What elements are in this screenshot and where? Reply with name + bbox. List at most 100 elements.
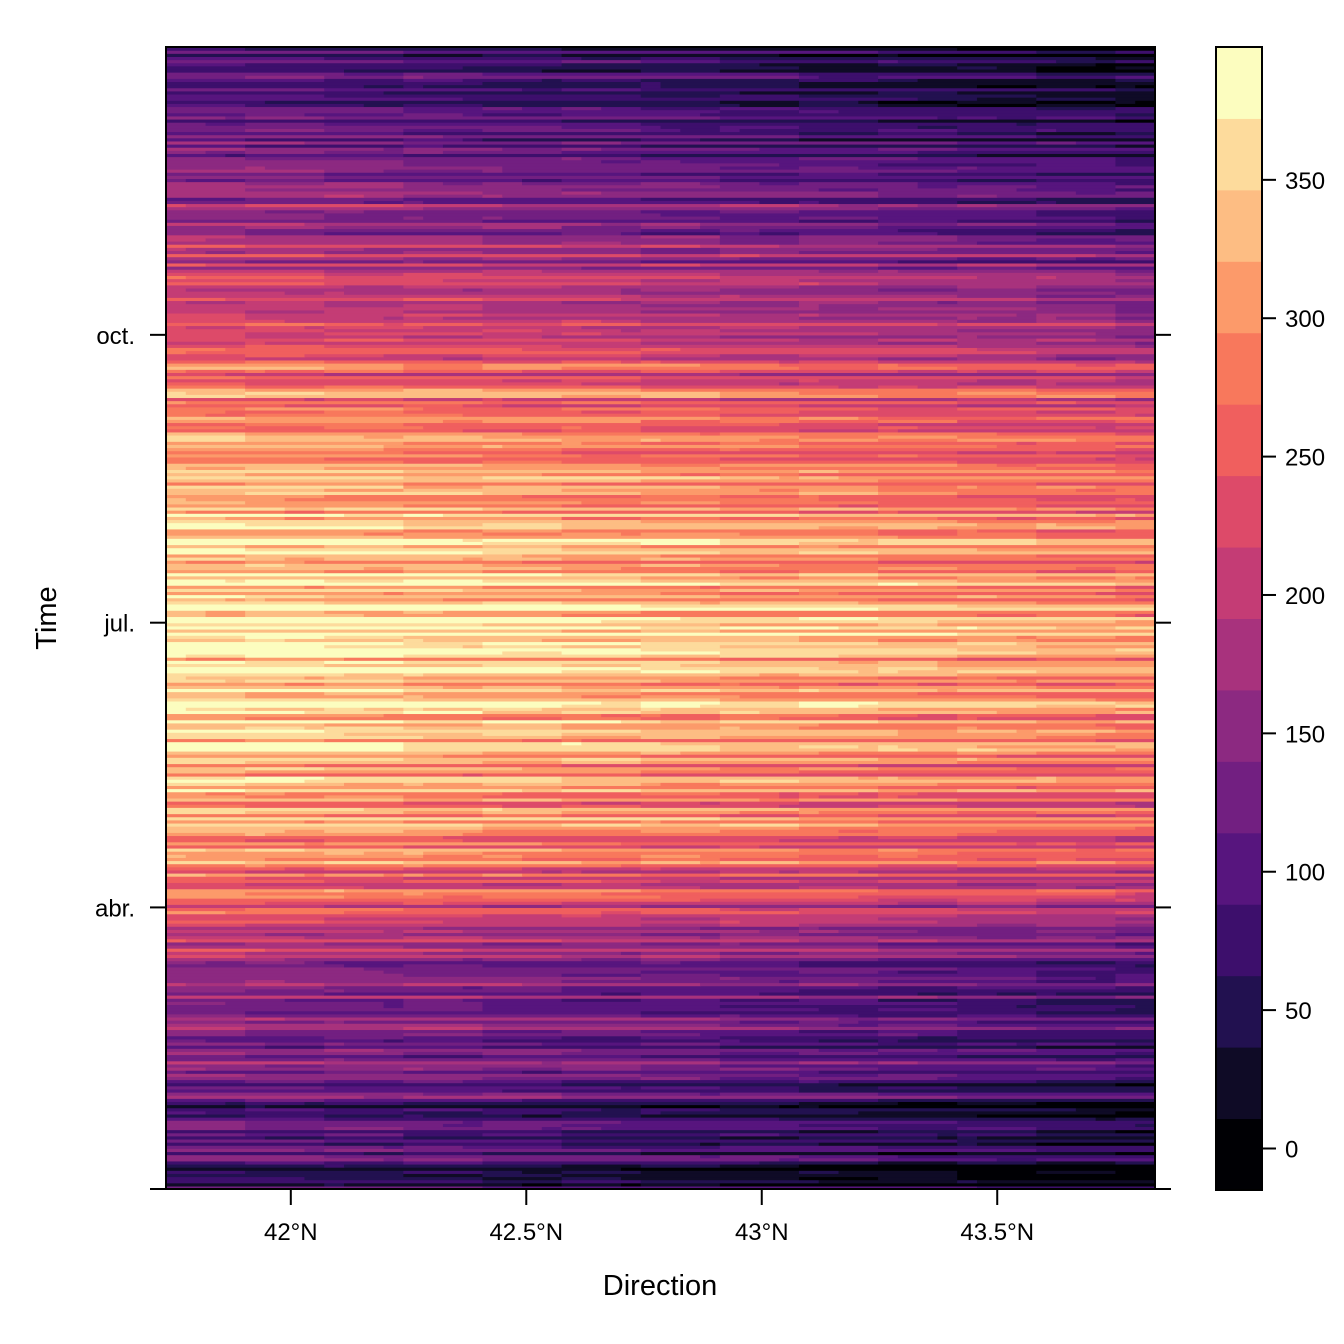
heatmap-cell	[640, 603, 958, 608]
heatmap-cell	[1115, 1160, 1155, 1165]
heatmap-cell	[1036, 866, 1155, 871]
heatmap-cell	[166, 563, 246, 567]
heatmap-cell	[917, 125, 958, 129]
heatmap-cell	[245, 356, 444, 361]
heatmap-cell	[482, 356, 642, 361]
heatmap-cell	[442, 150, 563, 154]
heatmap-cell	[640, 172, 800, 176]
colorbar-bin	[1216, 332, 1262, 405]
heatmap-cell	[423, 851, 484, 855]
heatmap-cell	[739, 694, 1037, 699]
heatmap-cell	[1036, 682, 1117, 686]
heatmap-cell	[166, 522, 246, 527]
heatmap-cell	[423, 1113, 523, 1118]
heatmap-cell	[700, 1032, 879, 1037]
heatmap-cell	[482, 475, 721, 480]
heatmap-cell	[620, 1176, 800, 1181]
heatmap-cell	[957, 353, 1057, 358]
heatmap-cell	[798, 1101, 899, 1106]
heatmap-cell	[166, 985, 325, 990]
heatmap-cell	[383, 1157, 404, 1162]
heatmap-cell	[561, 1060, 721, 1065]
heatmap-cell	[166, 328, 325, 333]
heatmap-cell	[561, 785, 879, 790]
heatmap-cell	[957, 169, 1155, 173]
heatmap-cell	[166, 488, 325, 492]
heatmap-cell	[403, 316, 444, 320]
heatmap-cell	[917, 747, 958, 752]
heatmap-cell	[561, 425, 582, 430]
heatmap-cell	[640, 278, 721, 283]
heatmap-cell	[225, 578, 246, 583]
heatmap-cell	[166, 1041, 266, 1046]
heatmap-cell	[403, 744, 721, 749]
heatmap-cell	[462, 838, 780, 843]
heatmap-cell	[561, 763, 859, 768]
heatmap-cell	[166, 550, 484, 555]
heatmap-cell	[858, 100, 879, 104]
heatmap-cell	[403, 112, 464, 117]
heatmap-cell	[561, 378, 642, 383]
heatmap-cell	[1135, 341, 1155, 345]
heatmap-cell	[166, 697, 404, 702]
heatmap-cell	[1095, 331, 1155, 336]
heatmap-cell	[878, 813, 1037, 818]
heatmap-cell	[719, 1041, 879, 1046]
heatmap-cell	[878, 879, 958, 883]
heatmap-cell	[403, 963, 484, 968]
heatmap-cell	[818, 666, 879, 671]
heatmap-cell	[403, 863, 424, 868]
heatmap-cell	[166, 979, 246, 984]
heatmap-cell	[838, 660, 879, 664]
heatmap-cell	[304, 710, 404, 715]
heatmap-cell	[937, 115, 958, 120]
heatmap-cell	[245, 810, 404, 815]
heatmap-cell	[798, 869, 859, 874]
heatmap-cell	[482, 935, 701, 940]
heatmap-cell	[1115, 841, 1155, 846]
heatmap-cell	[878, 1060, 919, 1065]
heatmap-cell	[344, 672, 404, 677]
heatmap-cell	[640, 337, 800, 342]
heatmap-cell	[1036, 635, 1117, 639]
heatmap-cell	[166, 1157, 385, 1162]
heatmap-cell	[798, 237, 958, 242]
heatmap-cell	[166, 197, 246, 201]
heatmap-cell	[1016, 187, 1117, 192]
heatmap-cell	[225, 153, 246, 158]
heatmap-cell	[640, 998, 721, 1002]
heatmap-cell	[798, 231, 939, 236]
heatmap-cell	[700, 854, 800, 858]
heatmap-cell	[937, 1048, 958, 1052]
heatmap-cell	[581, 453, 642, 458]
heatmap-cell	[462, 556, 484, 561]
heatmap-cell	[166, 669, 563, 674]
heatmap-cell	[245, 300, 325, 305]
heatmap-cell	[798, 575, 879, 580]
heatmap-cell	[818, 926, 1155, 930]
heatmap-cell	[838, 109, 1155, 114]
heatmap-cell	[640, 960, 681, 965]
heatmap-cell	[324, 838, 464, 843]
heatmap-cell	[957, 585, 1117, 589]
heatmap-cell	[838, 625, 958, 630]
heatmap-cell	[996, 747, 1117, 752]
heatmap-cell	[957, 337, 1037, 342]
heatmap-cell	[166, 948, 266, 952]
heatmap-cell	[502, 807, 800, 812]
heatmap-cell	[166, 200, 365, 205]
heatmap-cell	[166, 1185, 484, 1190]
heatmap-cell	[680, 960, 800, 965]
heatmap-cell	[957, 913, 1155, 918]
heatmap-cell	[1115, 1051, 1155, 1056]
heatmap-cell	[798, 638, 879, 643]
heatmap-cell	[344, 513, 404, 517]
heatmap-cell	[798, 926, 820, 930]
heatmap-cell	[482, 1160, 760, 1165]
heatmap-cell	[640, 1013, 721, 1018]
heatmap-cell	[482, 106, 523, 111]
heatmap-cell	[976, 97, 1037, 101]
heatmap-cell	[561, 1066, 642, 1071]
heatmap-cell	[482, 81, 642, 86]
heatmap-cell	[284, 497, 820, 502]
